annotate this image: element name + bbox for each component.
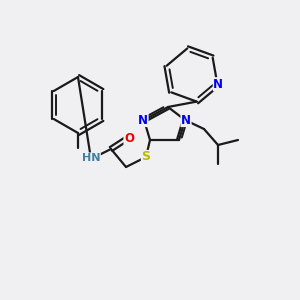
- Text: N: N: [213, 78, 224, 91]
- Text: S: S: [142, 151, 151, 164]
- Text: N: N: [181, 113, 191, 127]
- Text: HN: HN: [82, 153, 100, 163]
- Text: N: N: [138, 113, 148, 127]
- Text: O: O: [124, 131, 134, 145]
